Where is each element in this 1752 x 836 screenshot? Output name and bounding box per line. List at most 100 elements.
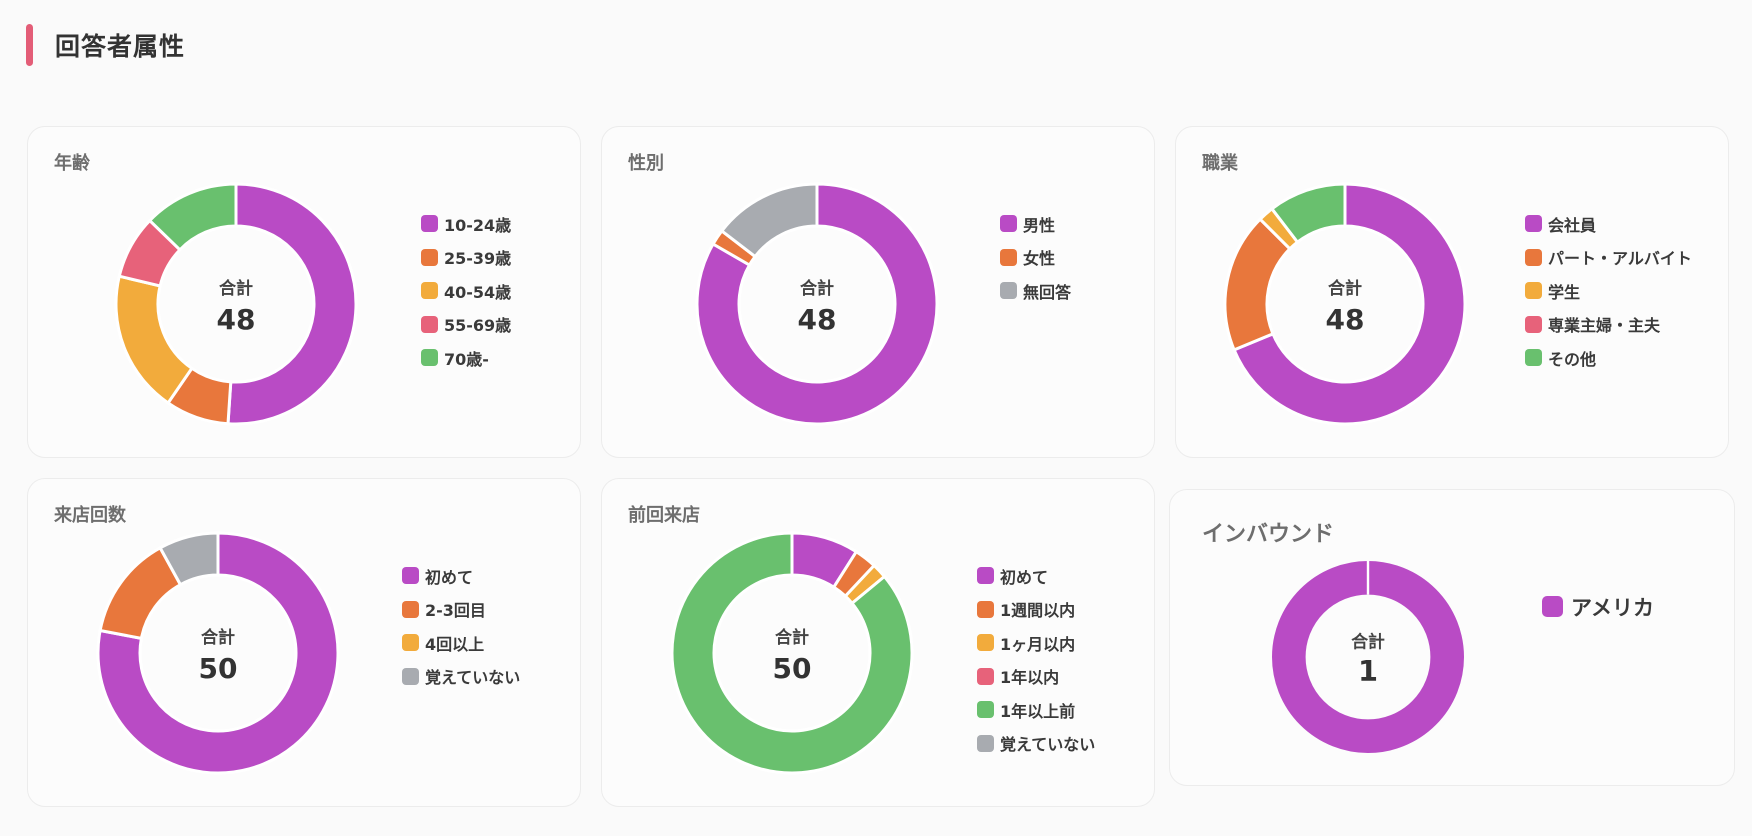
occupation-legend-item[interactable]: 学生: [1525, 274, 1692, 308]
occupation-chart-card: 職業 合計 48 会社員パート・アルバイト 学生専業主婦・主夫 その他: [1175, 126, 1729, 458]
gender-legend-label: 男性: [1023, 215, 1056, 235]
last_visit-legend-swatch: [977, 667, 994, 685]
occupation-total-value: 48: [1326, 303, 1365, 336]
occupation-legend-item[interactable]: 会社員: [1525, 207, 1692, 241]
gender-legend-item[interactable]: 女性: [1000, 241, 1071, 275]
visit-count-legend: 初めて 2-3回目 4回以上覚えていない: [402, 559, 520, 693]
gender-slice-2: [720, 182, 819, 259]
occupation-legend-swatch: [1525, 248, 1542, 266]
last_visit-legend-swatch: [977, 634, 994, 652]
last-visit-total-label: 合計: [775, 627, 809, 648]
occupation-legend-label: パート・アルバイト: [1548, 249, 1692, 269]
inbound-total-value: 1: [1358, 654, 1378, 688]
gender-legend: 男性 女性 無回答: [1000, 207, 1071, 308]
last_visit-legend-label: 覚えていない: [1000, 735, 1096, 755]
age-legend-item[interactable]: 55-69歳: [421, 308, 511, 342]
occupation-legend-label: 会社員: [1548, 215, 1597, 235]
age-legend-item[interactable]: 10-24歳: [421, 207, 511, 241]
visit-count-chart-title: 来店回数: [54, 505, 126, 526]
age-legend-swatch: [421, 215, 438, 233]
visits-legend-item[interactable]: 初めて: [402, 559, 520, 593]
last_visit-legend-item[interactable]: 1年以上前: [977, 693, 1095, 727]
age-chart-title: 年齢: [54, 153, 90, 174]
occupation-legend-swatch: [1525, 282, 1542, 300]
age-legend-swatch: [421, 315, 438, 333]
age-legend-swatch: [421, 248, 438, 266]
occupation-legend-label: その他: [1548, 349, 1597, 369]
visits-legend-item[interactable]: 2-3回目: [402, 593, 520, 627]
gender-chart-title: 性別: [628, 153, 664, 174]
gender-chart-card: 性別 合計 48 男性女性無回答: [601, 126, 1155, 458]
occupation-legend-swatch: [1525, 349, 1542, 367]
last_visit-legend-item[interactable]: 1週間以内: [977, 593, 1095, 627]
visits-legend-item[interactable]: 4回以上: [402, 626, 520, 660]
section-header: 回答者属性: [26, 24, 185, 66]
visits-legend-label: 2-3回目: [425, 601, 486, 621]
visits-legend-swatch: [402, 634, 419, 652]
last_visit-legend-item[interactable]: 1ヶ月以内: [977, 626, 1095, 660]
last_visit-legend-swatch: [977, 600, 994, 618]
gender-legend-item[interactable]: 男性: [1000, 207, 1071, 241]
age-legend-swatch: [421, 349, 438, 367]
inbound-donut-chart: 合計 1: [1272, 561, 1464, 753]
occupation-legend-swatch: [1525, 315, 1542, 333]
inbound-legend-item[interactable]: アメリカ: [1542, 590, 1654, 624]
age-legend-item[interactable]: 25-39歳: [421, 241, 511, 275]
visits-legend-swatch: [402, 600, 419, 618]
gender-donut-chart: 合計 48: [695, 182, 939, 426]
section-accent-bar: [26, 24, 33, 66]
occupation-legend-label: 専業主婦・主夫: [1548, 316, 1661, 336]
age-slice-2: [114, 274, 194, 405]
last_visit-legend-swatch: [977, 734, 994, 752]
occupation-legend-item[interactable]: その他: [1525, 341, 1692, 375]
page-title: 回答者属性: [55, 32, 186, 61]
gender-legend-item[interactable]: 無回答: [1000, 274, 1071, 308]
last_visit-legend-item[interactable]: 1年以内: [977, 660, 1095, 694]
gender-legend-swatch: [1000, 215, 1017, 233]
occupation-legend: 会社員パート・アルバイト 学生専業主婦・主夫 その他: [1525, 207, 1692, 375]
last_visit-legend-label: 1年以内: [1000, 668, 1060, 688]
occupation-slice-4: [1270, 182, 1347, 244]
inbound-total-label: 合計: [1351, 631, 1385, 651]
visit-count-donut-chart: 合計 50: [96, 531, 340, 775]
age-total-value: 48: [217, 303, 256, 336]
gender-legend-swatch: [1000, 248, 1017, 266]
last_visit-legend-label: 1年以上前: [1000, 701, 1076, 721]
gender-total-label: 合計: [800, 278, 834, 299]
inbound-legend-swatch: [1542, 596, 1563, 618]
last-visit-chart-title: 前回来店: [628, 505, 700, 526]
visits-legend-swatch: [402, 667, 419, 685]
last_visit-legend-swatch: [977, 701, 994, 719]
occupation-chart-title: 職業: [1202, 153, 1238, 174]
visits-legend-label: 覚えていない: [425, 668, 521, 688]
age-slice-4: [148, 182, 238, 252]
age-legend-item[interactable]: 70歳-: [421, 341, 511, 375]
inbound-chart-title: インバウンド: [1202, 522, 1335, 547]
gender-legend-label: 無回答: [1023, 282, 1072, 302]
visits-legend-swatch: [402, 567, 419, 585]
last_visit-legend-label: 初めて: [1000, 567, 1049, 587]
visits-legend-item[interactable]: 覚えていない: [402, 660, 520, 694]
occupation-legend-item[interactable]: パート・アルバイト: [1525, 241, 1692, 275]
occupation-legend-label: 学生: [1548, 282, 1581, 302]
age-legend-item[interactable]: 40-54歳: [421, 274, 511, 308]
last-visit-total-value: 50: [773, 652, 812, 685]
last-visit-legend: 初めて 1週間以内 1ヶ月以内 1年以内 1年以上前覚えていない: [977, 559, 1095, 760]
occupation-donut-chart: 合計 48: [1223, 182, 1467, 426]
visits-legend-label: 4回以上: [425, 634, 485, 654]
inbound-legend: アメリカ: [1542, 590, 1654, 624]
last_visit-legend-label: 1週間以内: [1000, 601, 1076, 621]
inbound-legend-label: アメリカ: [1571, 595, 1654, 620]
inbound-chart-card: インバウンド 合計 1 アメリカ: [1169, 489, 1735, 786]
visits-legend-label: 初めて: [425, 567, 474, 587]
gender-total-value: 48: [798, 303, 837, 336]
visit-count-total-label: 合計: [201, 627, 235, 648]
age-donut-chart: 合計 48: [114, 182, 358, 426]
gender-slice-0: [695, 182, 939, 426]
last-visit-chart-card: 前回来店 合計 50 初めて 1週間以内 1ヶ月以内 1年以内 1年以上前覚えていない: [601, 478, 1155, 807]
last_visit-legend-item[interactable]: 覚えていない: [977, 727, 1095, 761]
occupation-legend-item[interactable]: 専業主婦・主夫: [1525, 308, 1692, 342]
age-chart-card: 年齢 合計 48 10-24歳 25-39歳 40-54歳 55-69歳 70歳-: [27, 126, 581, 458]
last_visit-legend-item[interactable]: 初めて: [977, 559, 1095, 593]
gender-legend-label: 女性: [1023, 249, 1056, 269]
